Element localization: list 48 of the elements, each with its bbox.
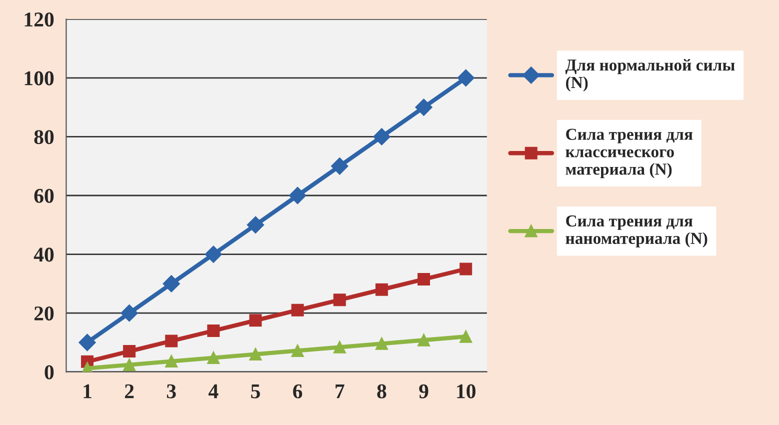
x-tick-label: 1 bbox=[84, 384, 92, 398]
point bbox=[249, 348, 262, 360]
point bbox=[457, 69, 474, 86]
point bbox=[373, 128, 390, 146]
y-tick-label: 80 bbox=[34, 130, 54, 144]
x-tick-label: 6 bbox=[293, 384, 302, 398]
y-tick-label: 20 bbox=[34, 306, 54, 321]
x-tick-label: 2 bbox=[124, 384, 134, 398]
point bbox=[165, 355, 178, 368]
y-tick-label: 120 bbox=[24, 12, 54, 27]
y-tick-label: 40 bbox=[34, 248, 54, 262]
point bbox=[123, 345, 136, 358]
point bbox=[333, 294, 346, 306]
point bbox=[249, 314, 262, 327]
point bbox=[291, 344, 304, 357]
y-tick-label: 0 bbox=[44, 365, 54, 380]
point bbox=[120, 304, 138, 322]
point bbox=[246, 216, 264, 234]
y-tick-label: 60 bbox=[34, 188, 54, 203]
point bbox=[375, 283, 388, 296]
legend-label: Сила трения для наноматериала (N) bbox=[566, 215, 708, 248]
point bbox=[331, 158, 348, 175]
x-tick-label: 7 bbox=[336, 384, 344, 398]
x-tick-label: 5 bbox=[251, 384, 260, 398]
point bbox=[333, 340, 346, 354]
x-tick-label: 8 bbox=[377, 384, 386, 398]
point bbox=[375, 337, 388, 350]
point bbox=[418, 273, 430, 286]
point bbox=[165, 334, 178, 348]
point bbox=[78, 334, 96, 352]
point bbox=[418, 334, 430, 346]
point bbox=[204, 246, 222, 263]
legend-label: Сила трения для классического материала (N) bbox=[566, 128, 693, 178]
point bbox=[460, 262, 472, 276]
legend-label: Для нормальной силы (N) bbox=[565, 59, 735, 92]
point bbox=[460, 330, 472, 343]
x-tick-label: 4 bbox=[208, 384, 218, 398]
x-tick-label: 10 bbox=[457, 384, 476, 398]
point bbox=[291, 304, 304, 316]
y-tick-label: 100 bbox=[24, 71, 54, 86]
point bbox=[415, 98, 432, 116]
point bbox=[123, 358, 136, 372]
x-tick-label: 3 bbox=[166, 384, 176, 398]
point bbox=[289, 186, 306, 204]
point bbox=[162, 275, 180, 292]
point bbox=[207, 324, 220, 337]
x-tick-label: 9 bbox=[419, 384, 428, 398]
point bbox=[207, 352, 220, 364]
